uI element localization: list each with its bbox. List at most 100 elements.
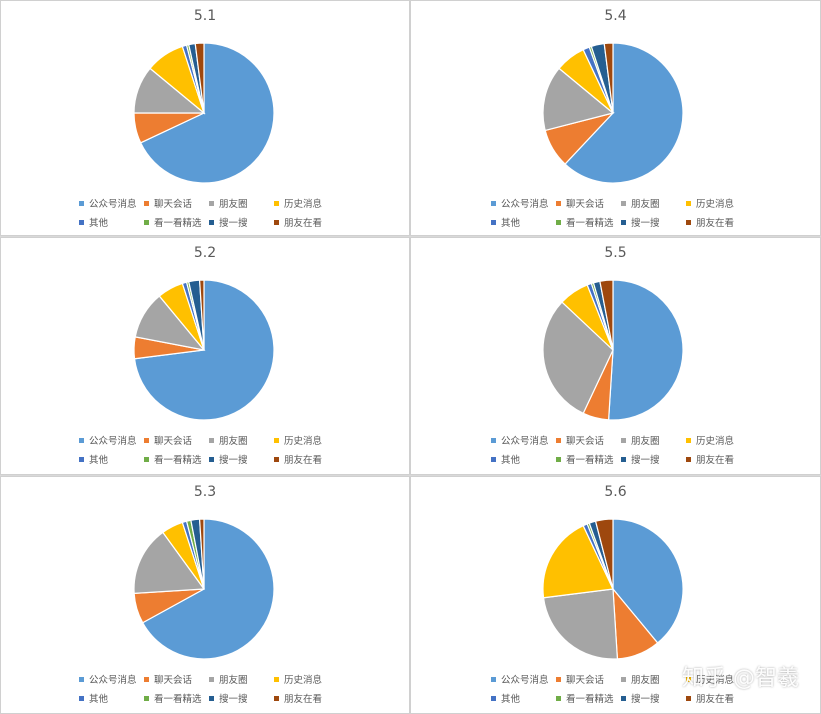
legend-item: 聊天会话 — [144, 196, 209, 210]
legend-swatch — [144, 695, 149, 701]
legend-swatch — [144, 676, 149, 682]
legend-label: 搜一搜 — [219, 218, 248, 229]
legend-label: 朋友圈 — [219, 675, 248, 686]
legend-swatch — [556, 695, 561, 701]
legend-label: 聊天会话 — [566, 199, 605, 210]
legend-label: 看一看精选 — [566, 218, 614, 229]
legend-label: 其他 — [501, 455, 521, 466]
legend-label: 历史消息 — [284, 199, 323, 210]
legend-item: 看一看精选 — [556, 691, 621, 705]
legend-label: 其他 — [89, 694, 109, 705]
pie-slice-3 — [542, 67, 615, 132]
legend-label: 其他 — [501, 218, 521, 229]
legend-swatch — [144, 219, 149, 225]
legend-label: 朋友圈 — [219, 436, 248, 447]
chart-title: 5.3 — [193, 484, 217, 500]
legend-swatch — [209, 456, 214, 462]
legend-swatch — [556, 200, 561, 206]
legend-label: 历史消息 — [696, 436, 735, 447]
chart-title: 5.6 — [604, 484, 627, 500]
legend-item: 朋友在看 — [686, 452, 751, 466]
legend-swatch — [686, 200, 691, 206]
legend-label: 朋友在看 — [696, 455, 735, 466]
legend-item: 朋友圈 — [209, 433, 274, 447]
legend-label: 看一看精选 — [566, 694, 614, 705]
legend-item: 看一看精选 — [556, 215, 621, 229]
legend-swatch — [209, 695, 214, 701]
legend-swatch — [209, 437, 214, 443]
legend-item: 看一看精选 — [144, 215, 209, 229]
legend-swatch — [686, 437, 691, 443]
chart-title: 5.5 — [604, 245, 627, 261]
chart-legend: 公众号消息 聊天会话 朋友圈 历史消息 其他 看一看精选 搜一搜 朋友在看 — [491, 672, 751, 705]
legend-swatch — [621, 676, 626, 682]
legend-item: 看一看精选 — [556, 452, 621, 466]
legend-label: 其他 — [89, 218, 109, 229]
legend-swatch — [274, 219, 279, 225]
legend-swatch — [556, 676, 561, 682]
legend-swatch — [621, 437, 626, 443]
legend-label: 朋友在看 — [284, 218, 323, 229]
legend-item: 公众号消息 — [79, 672, 144, 686]
legend-swatch — [686, 219, 691, 225]
pie-chart — [542, 42, 684, 184]
legend-swatch — [274, 200, 279, 206]
legend-item: 聊天会话 — [144, 672, 209, 686]
legend-label: 搜一搜 — [219, 694, 248, 705]
legend-item: 聊天会话 — [556, 433, 621, 447]
legend-swatch — [556, 437, 561, 443]
chart-legend: 公众号消息 聊天会话 朋友圈 历史消息 其他 看一看精选 搜一搜 朋友在看 — [79, 672, 339, 705]
pie-slice-3 — [542, 301, 614, 415]
legend-swatch — [274, 456, 279, 462]
legend-item: 历史消息 — [274, 196, 339, 210]
pie-chart — [133, 42, 275, 184]
legend-item: 公众号消息 — [491, 433, 556, 447]
legend-item: 朋友圈 — [621, 196, 686, 210]
chart-legend: 公众号消息 聊天会话 朋友圈 历史消息 其他 看一看精选 搜一搜 朋友在看 — [79, 433, 339, 466]
pie-chart — [133, 279, 275, 421]
legend-item: 朋友在看 — [274, 691, 339, 705]
legend-label: 其他 — [501, 694, 521, 705]
legend-label: 历史消息 — [284, 436, 323, 447]
legend-swatch — [686, 695, 691, 701]
legend-label: 其他 — [89, 455, 109, 466]
legend-label: 朋友圈 — [631, 436, 660, 447]
legend-label: 公众号消息 — [501, 436, 549, 447]
legend-swatch — [686, 676, 691, 682]
legend-label: 聊天会话 — [154, 675, 193, 686]
legend-swatch — [556, 456, 561, 462]
legend-item: 历史消息 — [686, 672, 751, 686]
watermark-text: 知乎 @智羲 — [682, 666, 799, 691]
legend-item: 公众号消息 — [491, 196, 556, 210]
legend-swatch — [491, 437, 496, 443]
pie-slice-8 — [594, 518, 614, 590]
pie-slice-3 — [542, 588, 619, 660]
legend-label: 朋友在看 — [284, 694, 323, 705]
legend-swatch — [209, 676, 214, 682]
legend-label: 朋友在看 — [284, 455, 323, 466]
legend-swatch — [491, 456, 496, 462]
legend-item: 其他 — [79, 452, 144, 466]
legend-label: 历史消息 — [284, 675, 323, 686]
chart-legend: 公众号消息 聊天会话 朋友圈 历史消息 其他 看一看精选 搜一搜 朋友在看 — [79, 196, 339, 229]
legend-swatch — [621, 456, 626, 462]
legend-item: 朋友在看 — [274, 215, 339, 229]
legend-item: 公众号消息 — [491, 672, 556, 686]
pie-slice-1 — [612, 518, 684, 644]
pie-slice-1 — [139, 42, 275, 184]
pie-slice-8 — [603, 42, 614, 114]
legend-item: 看一看精选 — [144, 452, 209, 466]
legend-item: 搜一搜 — [209, 452, 274, 466]
chart-panel: 5.5 公众号消息 聊天会话 朋友圈 历史消息 其他 看一看精选 搜一搜 朋友在看 — [410, 237, 821, 475]
chart-title: 5.4 — [604, 8, 627, 24]
legend-label: 朋友圈 — [219, 199, 248, 210]
legend-swatch — [274, 695, 279, 701]
legend-item: 聊天会话 — [556, 196, 621, 210]
legend-label: 搜一搜 — [631, 218, 660, 229]
legend-swatch — [79, 695, 84, 701]
legend-label: 搜一搜 — [631, 694, 660, 705]
pie-slice-8 — [194, 42, 205, 114]
legend-item: 聊天会话 — [556, 672, 621, 686]
legend-swatch — [79, 456, 84, 462]
legend-item: 朋友在看 — [686, 215, 751, 229]
